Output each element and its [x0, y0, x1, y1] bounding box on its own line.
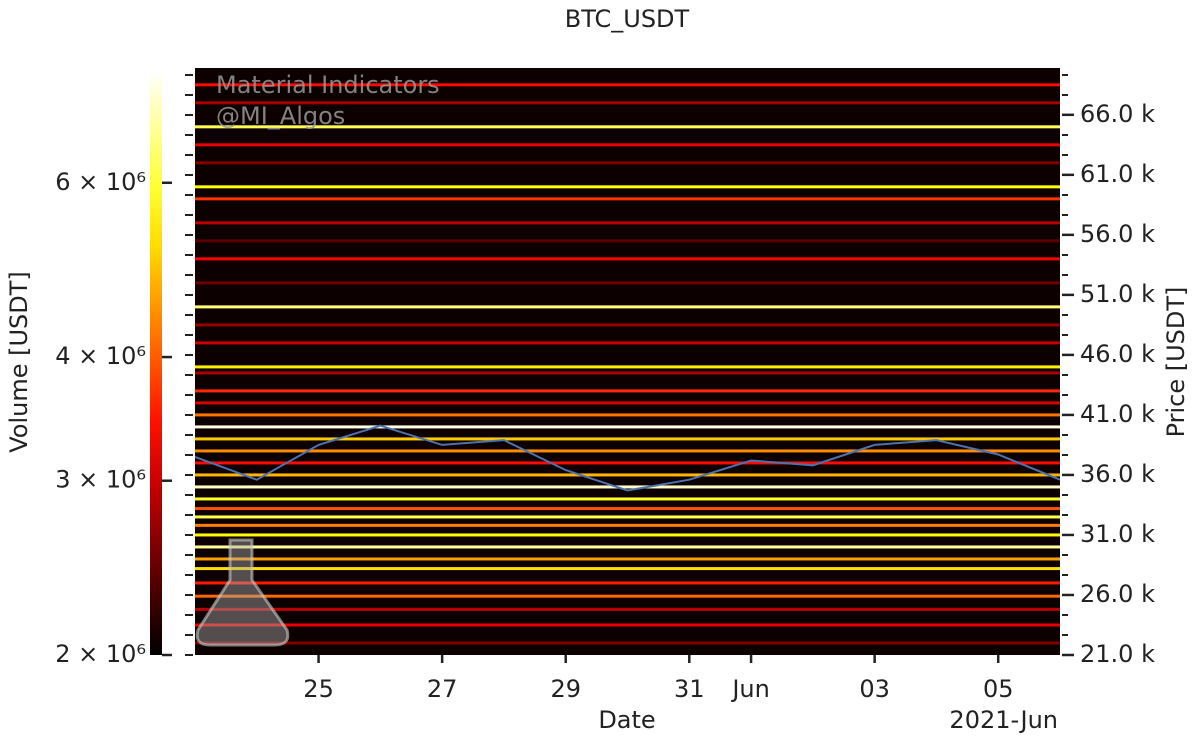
x-offset-label: 2021-Jun: [949, 706, 1058, 734]
y2-tick-label: 51.0 k: [1080, 280, 1155, 308]
liquidity-level: [195, 485, 1060, 489]
liquidity-level: [195, 437, 1060, 441]
colorbar-tick-label: 6 × 10⁶: [55, 168, 146, 196]
liquidity-level: [195, 197, 1060, 201]
x-tick-label: 25: [303, 675, 334, 703]
x-tick-label: 29: [550, 675, 581, 703]
y2-tick-label: 21.0 k: [1080, 640, 1155, 668]
liquidity-level: [195, 401, 1060, 405]
x-tick-label: 05: [983, 675, 1014, 703]
liquidity-level: [195, 425, 1060, 429]
x-axis-label: Date: [598, 706, 655, 734]
liquidity-level: [195, 623, 1060, 627]
liquidity-level: [195, 371, 1060, 375]
colorbar-tick-label: 4 × 10⁶: [55, 342, 146, 370]
liquidity-level: [195, 413, 1060, 417]
liquidity-level: [195, 581, 1060, 585]
liquidity-level: [195, 533, 1060, 537]
liquidity-level: [195, 101, 1060, 105]
y2-tick-label: 41.0 k: [1080, 400, 1155, 428]
x-tick-label: 31: [674, 675, 705, 703]
liquidity-level: [195, 143, 1060, 147]
y2-tick-label: 66.0 k: [1080, 100, 1155, 128]
liquidity-level: [195, 185, 1060, 189]
colorbar-tick-label: 3 × 10⁶: [55, 466, 146, 494]
plot-background: [195, 68, 1060, 655]
colorbar-tick-label: 2 × 10⁶: [55, 640, 146, 668]
liquidity-level: [195, 567, 1060, 571]
liquidity-level: [195, 125, 1060, 129]
y-axis-label: Volume [USDT]: [5, 271, 33, 453]
liquidity-level: [195, 641, 1060, 645]
liquidity-level: [195, 523, 1060, 527]
liquidity-level: [195, 449, 1060, 453]
colorbar: [150, 70, 162, 655]
liquidity-level: [195, 389, 1060, 393]
liquidity-level: [195, 507, 1060, 511]
liquidity-level: [195, 341, 1060, 345]
price-line: [194, 424, 1061, 492]
watermark-text: Material Indicators: [216, 71, 440, 99]
liquidity-level: [195, 461, 1060, 465]
y2-tick-label: 26.0 k: [1080, 580, 1155, 608]
liquidity-level: [195, 473, 1060, 477]
y2-tick-label: 31.0 k: [1080, 520, 1155, 548]
chart-title: BTC_USDT: [565, 5, 690, 33]
liquidity-level: [195, 305, 1060, 309]
liquidity-level: [195, 281, 1060, 285]
liquidity-level: [195, 239, 1060, 243]
x-tick-label: 27: [427, 675, 458, 703]
y2-tick-label: 56.0 k: [1080, 220, 1155, 248]
liquidity-level: [195, 323, 1060, 327]
liquidity-level: [195, 557, 1060, 561]
y2-axis-label: Price [USDT]: [1162, 287, 1190, 438]
liquidity-level: [195, 161, 1060, 165]
liquidity-level: [195, 497, 1060, 501]
y2-tick-label: 61.0 k: [1080, 160, 1155, 188]
x-tick-label: 03: [859, 675, 890, 703]
liquidity-level: [195, 515, 1060, 519]
liquidity-level: [195, 594, 1060, 598]
x-tick-label: Jun: [730, 675, 770, 703]
y2-tick-label: 36.0 k: [1080, 460, 1155, 488]
watermark-logo: [195, 538, 290, 647]
liquidity-level: [195, 83, 1060, 87]
watermark-text: @MI_Algos: [216, 102, 345, 130]
liquidity-level: [195, 365, 1060, 369]
y2-tick-label: 46.0 k: [1080, 340, 1155, 368]
liquidity-level: [195, 257, 1060, 261]
plot-layer: [194, 83, 1061, 645]
liquidity-level: [195, 545, 1060, 549]
liquidity-level: [195, 221, 1060, 225]
liquidity-level: [195, 607, 1060, 611]
